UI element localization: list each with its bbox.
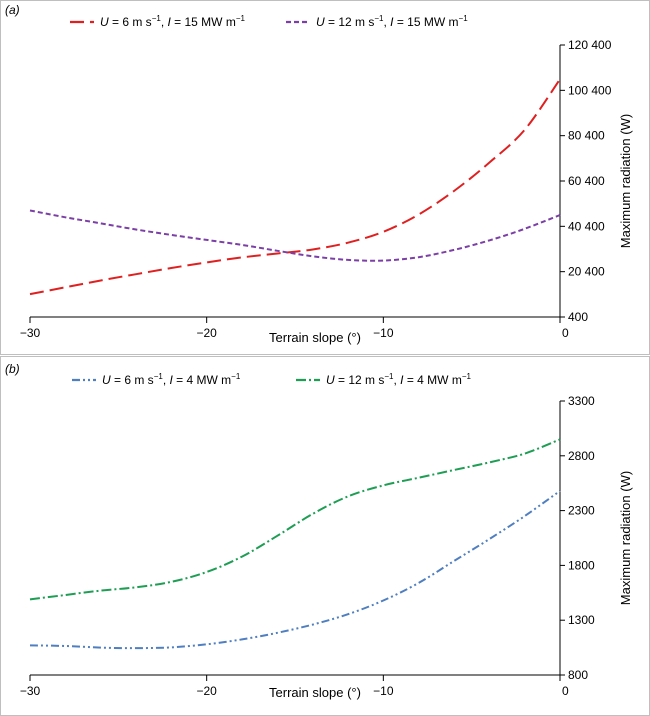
- panel-a-label: (a): [5, 3, 20, 17]
- a-y-tick-label: 100 400: [568, 83, 612, 97]
- a-x-tick-label: −10: [373, 326, 394, 340]
- a-x-axis-title: Terrain slope (°): [269, 330, 361, 345]
- b-x-tick-label: 0: [562, 684, 569, 698]
- b-y-tick-label: 1300: [568, 613, 595, 627]
- a-x-tick-label: 0: [562, 326, 569, 340]
- a-y-tick-label: 120 400: [568, 38, 612, 52]
- a-y-tick-label: 60 400: [568, 174, 605, 188]
- b-y-tick-label: 1800: [568, 558, 595, 572]
- a-y-tick-label: 400: [568, 310, 588, 324]
- panel-a-frame: [0, 0, 650, 355]
- a-legend-label-1: U = 6 m s−1, I = 15 MW m−1: [100, 14, 246, 29]
- a-legend-label-2: U = 12 m s−1, I = 15 MW m−1: [316, 14, 468, 29]
- b-y-axis-title: Maximum radiation (W): [618, 471, 633, 605]
- b-x-tick-label: −20: [196, 684, 217, 698]
- a-y-axis-title: Maximum radiation (W): [618, 114, 633, 248]
- b-legend-label-2: U = 12 m s−1, I = 4 MW m−1: [326, 372, 472, 387]
- b-series-line-2: [29, 438, 561, 601]
- b-y-tick-label: 2300: [568, 504, 595, 518]
- panel-b: (b) −30 −20 −10 0 800 1300 1800 2300 2800 3300 Ter…: [0, 356, 650, 716]
- a-x-tick-label: −20: [196, 326, 217, 340]
- b-x-tick-label: −10: [373, 684, 394, 698]
- a-y-tick-label: 20 400: [568, 265, 605, 279]
- b-x-axis-title: Terrain slope (°): [269, 685, 361, 700]
- b-series-line-1: [29, 490, 561, 650]
- b-x-tick-label: −30: [20, 684, 41, 698]
- b-y-tick-label: 800: [568, 668, 588, 682]
- a-y-tick-label: 40 400: [568, 219, 605, 233]
- panel-b-label: (b): [5, 362, 20, 376]
- panel-a: (a) −30 −20 −10 0 400 20 400 40 400 60 400 80 40…: [0, 0, 650, 355]
- a-x-tick-label: −30: [20, 326, 41, 340]
- panel-b-frame: [0, 356, 650, 716]
- b-legend-label-1: U = 6 m s−1, I = 4 MW m−1: [102, 372, 241, 387]
- b-y-tick-label: 2800: [568, 449, 595, 463]
- a-series-line-1: [29, 78, 561, 296]
- a-series-line-2: [29, 209, 561, 262]
- b-y-tick-label: 3300: [568, 394, 595, 408]
- a-y-tick-label: 80 400: [568, 129, 605, 143]
